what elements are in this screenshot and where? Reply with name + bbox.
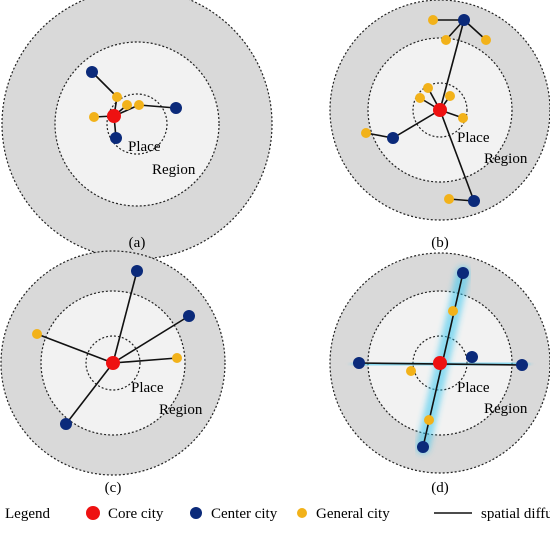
center-city-node	[60, 418, 72, 430]
legend: Legend Core city Center city General city s…	[5, 506, 550, 522]
center-city-node	[457, 267, 469, 279]
core-city-node	[107, 109, 121, 123]
center-city-node	[468, 195, 480, 207]
legend-core-label: Core city	[108, 506, 164, 522]
general-city-node	[445, 91, 455, 101]
panel-caption: (a)	[129, 235, 146, 251]
legend-line-label: spatial diffusion	[481, 506, 550, 522]
general-city-node	[428, 15, 438, 25]
region-label: Region	[159, 402, 203, 418]
place-label: Place	[131, 380, 164, 396]
panel-c: Place Region (c)	[0, 250, 226, 496]
diffusion-line	[112, 315, 190, 364]
center-city-node	[466, 351, 478, 363]
general-city-node	[112, 92, 122, 102]
general-city-node	[415, 93, 425, 103]
general-city-node	[122, 100, 132, 110]
core-city-node	[433, 103, 447, 117]
place-ring	[54, 41, 220, 207]
diffusion-line	[112, 357, 178, 364]
general-city-node	[172, 353, 182, 363]
panel-caption: (b)	[431, 235, 449, 251]
panel-a: Place Region (a)	[1, 0, 273, 260]
diffusion-line	[138, 104, 177, 109]
region-label: Region	[484, 401, 528, 417]
general-city-node	[481, 35, 491, 45]
general-city-node	[361, 128, 371, 138]
legend-center-swatch	[190, 507, 202, 519]
general-city-node	[423, 83, 433, 93]
legend-core-swatch	[86, 506, 100, 520]
center-city-node	[417, 441, 429, 453]
place-label: Place	[457, 380, 490, 396]
legend-general-swatch	[297, 508, 307, 518]
legend-center-label: Center city	[211, 506, 278, 522]
general-city-node	[444, 194, 454, 204]
center-city-node	[353, 357, 365, 369]
diffusion-line	[439, 19, 465, 111]
diffusion-line	[36, 333, 114, 364]
core-ring	[412, 82, 468, 138]
center-city-node	[183, 310, 195, 322]
region-label: Region	[152, 162, 196, 178]
panel-b: Place Region (b)	[329, 0, 550, 251]
diffusion-line	[112, 270, 138, 364]
general-city-node	[458, 113, 468, 123]
place-label: Place	[128, 139, 161, 155]
legend-general-label: General city	[316, 506, 390, 522]
panels: Place Region (a) Place Region (b) Place Region (…	[0, 0, 550, 496]
panel-caption: (c)	[105, 480, 122, 496]
diffusion-line	[65, 362, 114, 425]
center-city-node	[516, 359, 528, 371]
center-city-node	[110, 132, 122, 144]
general-city-node	[32, 329, 42, 339]
general-city-node	[441, 35, 451, 45]
legend-title: Legend	[5, 506, 50, 522]
diffusion-line	[392, 109, 441, 139]
general-city-node	[134, 100, 144, 110]
center-city-node	[86, 66, 98, 78]
region-label: Region	[484, 151, 528, 167]
core-city-node	[433, 356, 447, 370]
diffusion-line	[439, 109, 475, 202]
panel-d: Place Region (d)	[329, 252, 550, 496]
core-ring	[106, 93, 168, 155]
general-city-node	[424, 415, 434, 425]
center-city-node	[387, 132, 399, 144]
general-city-node	[448, 306, 458, 316]
core-city-node	[106, 356, 120, 370]
center-city-node	[458, 14, 470, 26]
general-city-node	[89, 112, 99, 122]
center-city-node	[170, 102, 182, 114]
center-city-node	[131, 265, 143, 277]
general-city-node	[406, 366, 416, 376]
core-ring	[85, 335, 141, 391]
place-label: Place	[457, 130, 490, 146]
panel-caption: (d)	[431, 480, 449, 496]
